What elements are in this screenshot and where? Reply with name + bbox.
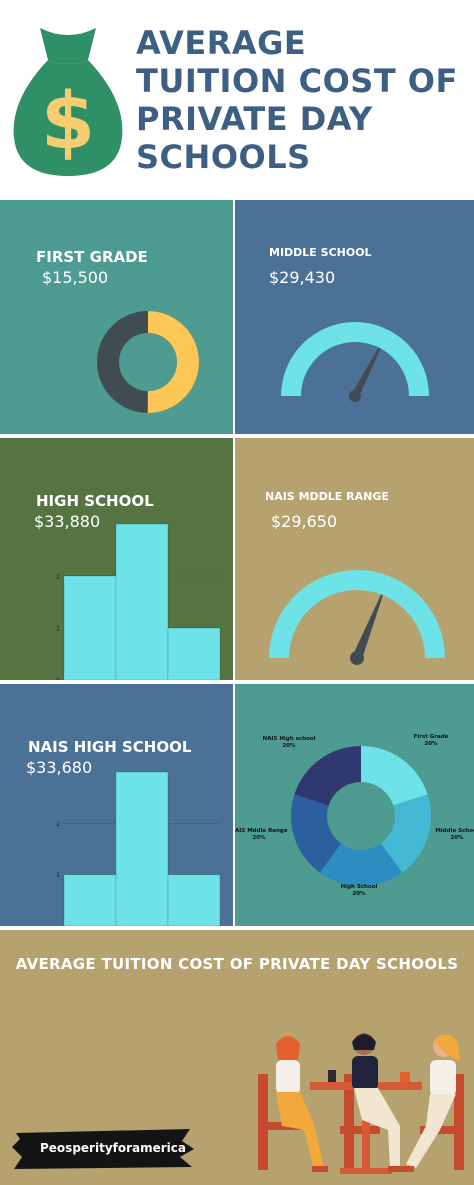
y-tick-label: 1 xyxy=(56,872,60,879)
nais-middle-amount: $29,650 xyxy=(271,512,338,531)
footer xyxy=(0,930,474,1185)
y-tick-label: 2 xyxy=(56,574,60,581)
y-tick-label: 2 xyxy=(56,821,60,828)
first-grade-label: FIRST GRADE xyxy=(36,248,148,266)
title-line: PRIVATE DAY xyxy=(136,100,373,138)
ring-fill xyxy=(97,311,199,413)
slice-value-label: 20% xyxy=(282,743,296,749)
donut-slice xyxy=(294,746,361,806)
slice-value-label: 20% xyxy=(352,891,366,897)
donut-slice xyxy=(291,794,342,873)
first-grade-card: FIRST GRADE $15,500 xyxy=(0,200,233,434)
middle-school-amount: $29,430 xyxy=(269,268,336,287)
slice-name-label: NAIS High school xyxy=(263,736,316,742)
nais-middle-label: NAIS MDDLE RANGE xyxy=(265,490,389,503)
svg-text:$: $ xyxy=(41,77,95,167)
gauge-arc xyxy=(269,570,445,659)
middle-school-card: MIDDLE SCHOOL $29,430 xyxy=(235,200,474,434)
slice-value-label: 20% xyxy=(450,835,464,841)
middle-school-label: MIDDLE SCHOOL xyxy=(269,246,372,259)
brand-name[interactable]: Peosperityforamerica xyxy=(40,1141,187,1155)
histogram-bar xyxy=(115,771,169,926)
nais-middle-card: NAIS MDDLE RANGE $29,650 xyxy=(235,438,474,680)
middle-school-gauge xyxy=(281,322,429,402)
slice-name-label: Middle School xyxy=(435,828,474,834)
histogram-bar xyxy=(115,523,169,680)
header: $ AVERAGE TUITION COST OF PRIVATE DAY SC… xyxy=(0,0,474,198)
gauge-arc xyxy=(281,322,429,397)
women-at-table-illustration xyxy=(258,1033,464,1174)
y-tick-label: 1 xyxy=(56,626,60,633)
gauge-needle xyxy=(349,347,381,402)
slice-name-label: High School xyxy=(341,884,378,890)
first-grade-ring-chart xyxy=(97,311,199,413)
y-tick-label: 0 xyxy=(56,678,60,681)
high-school-card: HIGH SCHOOL $33,880 01210121416 xyxy=(0,438,233,680)
histogram-bar xyxy=(167,874,221,926)
nais-high-label: NAIS HIGH SCHOOL xyxy=(28,738,192,756)
high-school-label: HIGH SCHOOL xyxy=(36,492,154,510)
page-title: AVERAGE TUITION COST OF PRIVATE DAY SCHO… xyxy=(136,24,466,176)
donut-slice xyxy=(361,746,428,806)
slice-value-label: 20% xyxy=(252,835,266,841)
histogram-bar xyxy=(63,874,117,926)
brush-stroke-banner xyxy=(12,1129,194,1169)
first-grade-amount: $15,500 xyxy=(42,268,109,287)
histogram-bar xyxy=(63,575,117,680)
money-bag-icon: $ xyxy=(13,28,123,176)
donut-slice xyxy=(380,794,431,873)
slice-name-label: NAIS Mddle Range xyxy=(235,828,288,834)
donut-slice xyxy=(319,843,403,886)
slice-value-label: 20% xyxy=(424,741,438,747)
nais-middle-gauge xyxy=(269,570,445,665)
title-line: AVERAGE xyxy=(136,24,307,62)
nais-high-amount: $33,680 xyxy=(26,758,93,777)
nais-high-card: NAIS HIGH SCHOOL $33,680 1210121416 xyxy=(0,684,233,926)
nais-high-bar-chart: 1210121416 xyxy=(56,771,221,926)
slice-name-label: First Grade xyxy=(414,734,449,740)
footer-title: AVERAGE TUITION COST OF PRIVATE DAY SCHO… xyxy=(15,955,459,973)
title-line: SCHOOLS xyxy=(136,138,311,176)
gauge-needle xyxy=(350,594,383,665)
histogram-bar xyxy=(167,627,221,680)
title-line: TUITION COST OF xyxy=(136,62,458,100)
high-school-amount: $33,880 xyxy=(34,512,101,531)
high-school-bar-chart: 01210121416 xyxy=(56,523,221,681)
